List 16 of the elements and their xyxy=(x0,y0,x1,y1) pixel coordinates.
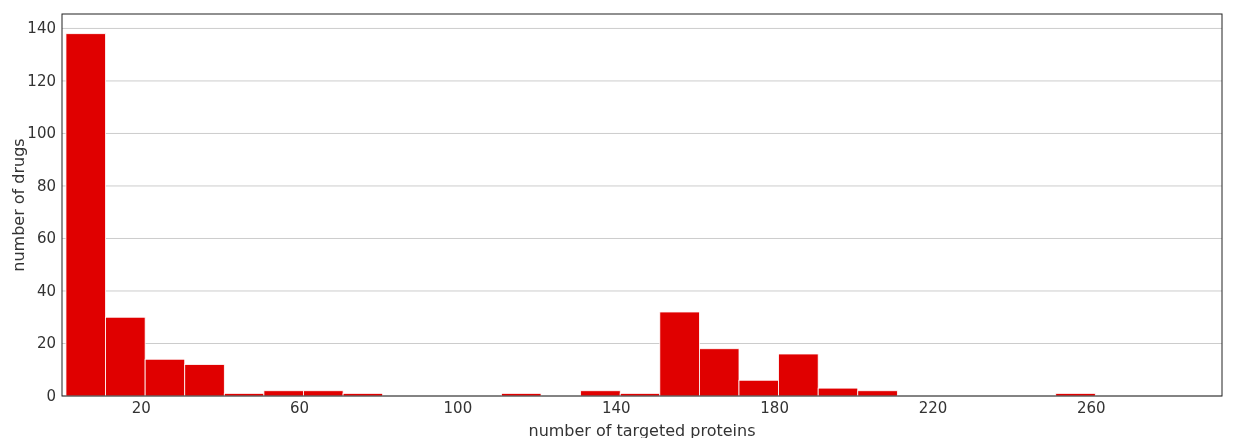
y-tick-label: 0 xyxy=(46,387,56,405)
y-tick-label: 20 xyxy=(36,334,56,353)
x-tick-label: 100 xyxy=(443,399,473,417)
y-tick-label: 60 xyxy=(36,229,56,248)
x-tick-label: 20 xyxy=(131,399,151,417)
x-tick-label: 140 xyxy=(601,399,631,417)
y-axis-title: number of drugs xyxy=(9,138,28,272)
x-tick-label: 260 xyxy=(1077,399,1106,417)
x-tick-label: 220 xyxy=(918,399,948,417)
y-tick-label: 80 xyxy=(36,176,56,195)
y-tick-label: 40 xyxy=(36,281,56,300)
y-tick-label: 100 xyxy=(27,124,56,143)
y-tick-label: 140 xyxy=(27,19,56,38)
x-tick-label: 180 xyxy=(760,399,789,417)
y-tick-label: 120 xyxy=(27,71,56,90)
x-tick-label: 60 xyxy=(290,399,310,417)
